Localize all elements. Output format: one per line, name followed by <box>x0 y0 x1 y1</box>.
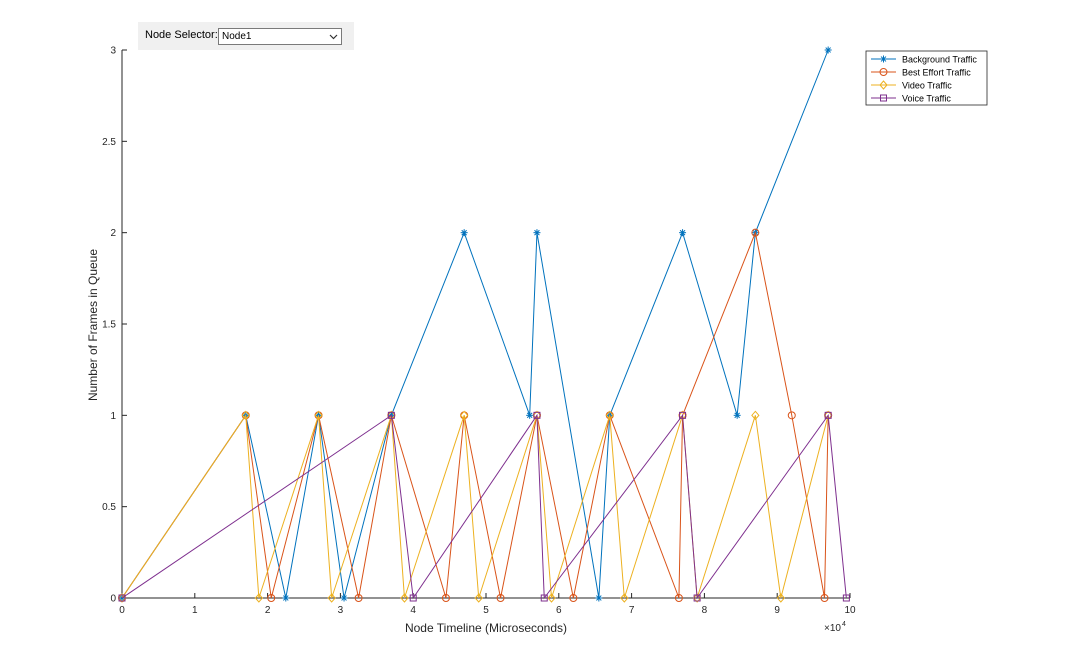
x-tick-label: 10 <box>844 605 856 616</box>
square-marker <box>842 594 850 602</box>
node-selector-label: Node Selector: <box>145 29 218 41</box>
diamond-marker <box>241 410 250 421</box>
x-axis-label: Node Timeline (Microseconds) <box>405 621 567 635</box>
diamond-marker <box>254 593 264 603</box>
series-line <box>121 413 847 600</box>
series-line <box>121 49 829 599</box>
node-selector-value: Node1 <box>222 31 252 42</box>
asterisk-marker <box>733 411 741 419</box>
y-tick-label: 3 <box>110 46 116 57</box>
legend-label: Background Traffic <box>902 55 977 65</box>
series-square <box>118 411 850 602</box>
x-tick-label: 1 <box>192 605 198 616</box>
y-tick-label: 0.5 <box>102 502 116 513</box>
x-tick-label: 2 <box>265 605 271 616</box>
circle-marker <box>820 594 829 602</box>
diamond-marker <box>879 80 888 90</box>
x-tick-label: 7 <box>629 605 635 616</box>
legend-item: Best Effort Traffic <box>871 68 971 78</box>
square-marker <box>540 594 548 602</box>
y-axis-label: Number of Frames in Queue <box>86 249 100 401</box>
chevron-down-icon[interactable] <box>326 29 341 44</box>
diamond-marker <box>547 593 556 603</box>
circle-marker <box>879 68 888 76</box>
square-marker <box>387 411 395 419</box>
legend-item: Background Traffic <box>871 55 977 65</box>
chart-legend: Background Traffic Best Effort Traffic Vid… <box>865 50 988 106</box>
circle-marker <box>267 594 276 602</box>
asterisk-marker <box>824 46 832 54</box>
y-tick-label: 0 <box>110 594 116 605</box>
x-tick-label: 9 <box>774 605 780 616</box>
asterisk-marker <box>282 594 290 602</box>
square-marker <box>693 594 701 602</box>
asterisk-marker <box>679 229 687 237</box>
diamond-marker <box>605 410 614 421</box>
node-selector-panel: Node Selector: Node1 <box>138 22 354 50</box>
diamond-marker <box>314 410 323 421</box>
x-exponent-label: ×10 <box>824 623 841 634</box>
asterisk-marker <box>533 229 541 237</box>
diamond-marker <box>776 593 786 603</box>
node-selector-dropdown[interactable]: Node1 <box>218 28 342 45</box>
square-marker <box>880 94 887 102</box>
x-tick-label: 6 <box>556 605 562 616</box>
circle-marker <box>441 594 450 602</box>
asterisk-marker <box>526 411 534 419</box>
x-tick-label: 0 <box>119 605 125 616</box>
legend-label: Video Traffic <box>902 81 952 91</box>
series-layer <box>117 46 850 603</box>
diamond-marker <box>327 593 336 603</box>
circle-marker <box>751 228 760 237</box>
y-tick-label: 1 <box>110 411 116 422</box>
circle-marker <box>354 594 363 602</box>
circle-marker <box>787 411 796 420</box>
square-marker <box>409 594 417 602</box>
legend-label: Voice Traffic <box>902 94 951 104</box>
asterisk-marker <box>340 594 348 602</box>
diamond-marker <box>692 593 702 603</box>
asterisk-marker <box>595 594 603 602</box>
circle-marker <box>496 594 505 602</box>
circle-marker <box>674 594 683 602</box>
square-marker <box>824 411 832 419</box>
y-tick-label: 1.5 <box>102 320 116 331</box>
x-tick-label: 3 <box>338 605 344 616</box>
series-circle <box>118 228 833 602</box>
y-tick-label: 2 <box>110 228 116 239</box>
diamond-marker <box>620 593 629 603</box>
x-tick-label: 5 <box>483 605 489 616</box>
series-line <box>121 413 829 599</box>
y-tick-label: 2.5 <box>102 137 116 148</box>
circle-marker <box>569 594 578 602</box>
asterisk-marker <box>880 55 887 63</box>
diamond-marker <box>400 593 409 603</box>
x-tick-label: 4 <box>410 605 416 616</box>
diamond-marker <box>459 410 469 421</box>
x-tick-label: 8 <box>702 605 708 616</box>
series-line <box>121 230 829 599</box>
x-exponent-power: 4 <box>842 621 846 628</box>
series-asterisk <box>118 46 832 602</box>
legend-label: Best Effort Traffic <box>902 68 971 78</box>
square-marker <box>679 411 687 419</box>
diamond-marker <box>474 593 483 603</box>
diamond-marker <box>751 410 760 421</box>
square-marker <box>118 594 126 602</box>
legend-item: Video Traffic <box>871 80 952 91</box>
legend-item: Voice Traffic <box>871 94 951 104</box>
asterisk-marker <box>460 229 468 237</box>
square-marker <box>533 411 541 419</box>
